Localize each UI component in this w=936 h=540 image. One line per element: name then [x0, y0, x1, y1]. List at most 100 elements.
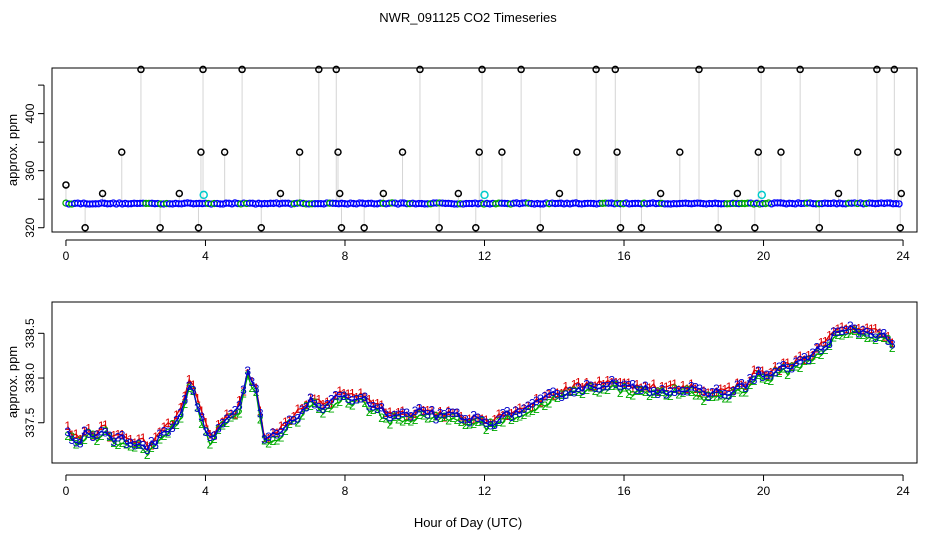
series-point-1: 1 [617, 376, 624, 390]
series-point-1: 1 [295, 402, 302, 416]
x-axis-label: Hour of Day (UTC) [414, 515, 522, 530]
series-point-2: 2 [822, 343, 829, 357]
series-point-1: 1 [696, 386, 703, 400]
series-point-3: 3 [696, 382, 703, 396]
series-point-3: 3 [278, 425, 285, 439]
series-point-3: 3 [558, 390, 565, 404]
series-point-1: 1 [445, 404, 452, 418]
series-point-1: 1 [378, 398, 385, 412]
series-point-2: 2 [311, 396, 318, 410]
series-point-3: 3 [307, 391, 314, 405]
series-point-3: 3 [885, 334, 892, 348]
series-point-3: 3 [136, 437, 143, 451]
series-point-3: 3 [638, 383, 645, 397]
series-point-2: 2 [211, 432, 218, 446]
series-point-2: 2 [366, 405, 373, 419]
series-point-3: 3 [755, 364, 762, 378]
series-point-3: 3 [855, 327, 862, 341]
spike-point [897, 189, 906, 198]
series-point-1: 1 [701, 384, 708, 398]
series-point-2: 2 [872, 333, 879, 347]
series-point-2: 2 [558, 388, 565, 402]
series-point-2: 2 [634, 384, 641, 398]
spike-point [695, 65, 703, 74]
series-point-1: 1 [98, 419, 105, 433]
spike-point [498, 148, 506, 156]
series-point-2: 2 [81, 433, 88, 447]
series-point-1: 1 [805, 349, 812, 363]
series-point-2: 2 [629, 388, 636, 402]
series-point-3: 3 [667, 384, 674, 398]
series-point-1: 1 [818, 335, 825, 349]
series-point-1: 1 [311, 392, 318, 406]
series-point-2: 2 [362, 396, 369, 410]
series-point-1: 1 [596, 374, 603, 388]
series-point-3: 3 [77, 436, 84, 450]
series-point-1: 1 [726, 380, 733, 394]
spike-point [517, 65, 525, 74]
series-point-1: 1 [801, 353, 808, 367]
series-point-3: 3 [500, 406, 507, 420]
series-point-1: 1 [784, 356, 791, 370]
series-point-2: 2 [717, 389, 724, 403]
series-point-1: 1 [579, 381, 586, 395]
series-point-2: 2 [788, 360, 795, 374]
series-point-2: 2 [793, 360, 800, 374]
series-point-1: 1 [667, 378, 674, 392]
series-point-1: 1 [190, 378, 197, 392]
series-point-1: 1 [102, 418, 109, 432]
series-point-2: 2 [69, 430, 76, 444]
bottom-x-tick-label: 16 [617, 484, 631, 498]
top-x-tick-label: 16 [617, 249, 631, 263]
series-point-3: 3 [290, 414, 297, 428]
series-point-1: 1 [173, 408, 180, 422]
series-point-3: 3 [466, 416, 473, 430]
series-point-3: 3 [721, 387, 728, 401]
series-point-3: 3 [169, 421, 176, 435]
series-point-1: 1 [315, 392, 322, 406]
series-point-2: 2 [182, 397, 189, 411]
series-point-3: 3 [546, 387, 553, 401]
series-point-3: 3 [851, 322, 858, 336]
series-point-3: 3 [646, 385, 653, 399]
series-point-2: 2 [809, 353, 816, 367]
series-point-3: 3 [747, 372, 754, 386]
series-point-1: 1 [232, 408, 239, 422]
series-point-2: 2 [876, 330, 883, 344]
series-point-2: 2 [780, 362, 787, 376]
spike-point [890, 65, 899, 74]
series-point-3: 3 [617, 380, 624, 394]
series-point-2: 2 [814, 347, 821, 361]
series-point-1: 1 [236, 394, 243, 408]
series-point-1: 1 [345, 387, 352, 401]
bottom-y-tick-label: 338.0 [23, 363, 37, 393]
series-point-1: 1 [412, 407, 419, 421]
series-point-1: 1 [115, 427, 122, 441]
series-point-1: 1 [253, 381, 260, 395]
series-point-3: 3 [629, 378, 636, 392]
series-point-2: 2 [617, 386, 624, 400]
series-point-2: 2 [504, 408, 511, 422]
spike-point [754, 148, 763, 156]
series-point-1: 1 [759, 364, 766, 378]
top-y-tick-label: 360 [23, 160, 37, 180]
bottom-x-tick-label: 24 [896, 484, 910, 498]
series-point-2: 2 [671, 382, 678, 396]
series-point-2: 2 [818, 348, 825, 362]
spike-point [714, 223, 722, 232]
series-point-3: 3 [575, 381, 582, 395]
series-point-2: 2 [286, 417, 293, 431]
series-point-2: 2 [236, 406, 243, 420]
series-point-2: 2 [768, 374, 775, 388]
bottom-y-tick-label: 337.5 [23, 407, 37, 437]
series-point-1: 1 [408, 410, 415, 424]
series-point-1: 1 [395, 405, 402, 419]
spike-point [360, 223, 368, 232]
spike-point [573, 148, 581, 156]
series-point-2: 2 [345, 397, 352, 411]
series-point-3: 3 [295, 411, 302, 425]
series-point-1: 1 [366, 392, 373, 406]
series-point-3: 3 [826, 337, 833, 351]
series-point-3: 3 [257, 406, 264, 420]
series-point-1: 1 [776, 364, 783, 378]
